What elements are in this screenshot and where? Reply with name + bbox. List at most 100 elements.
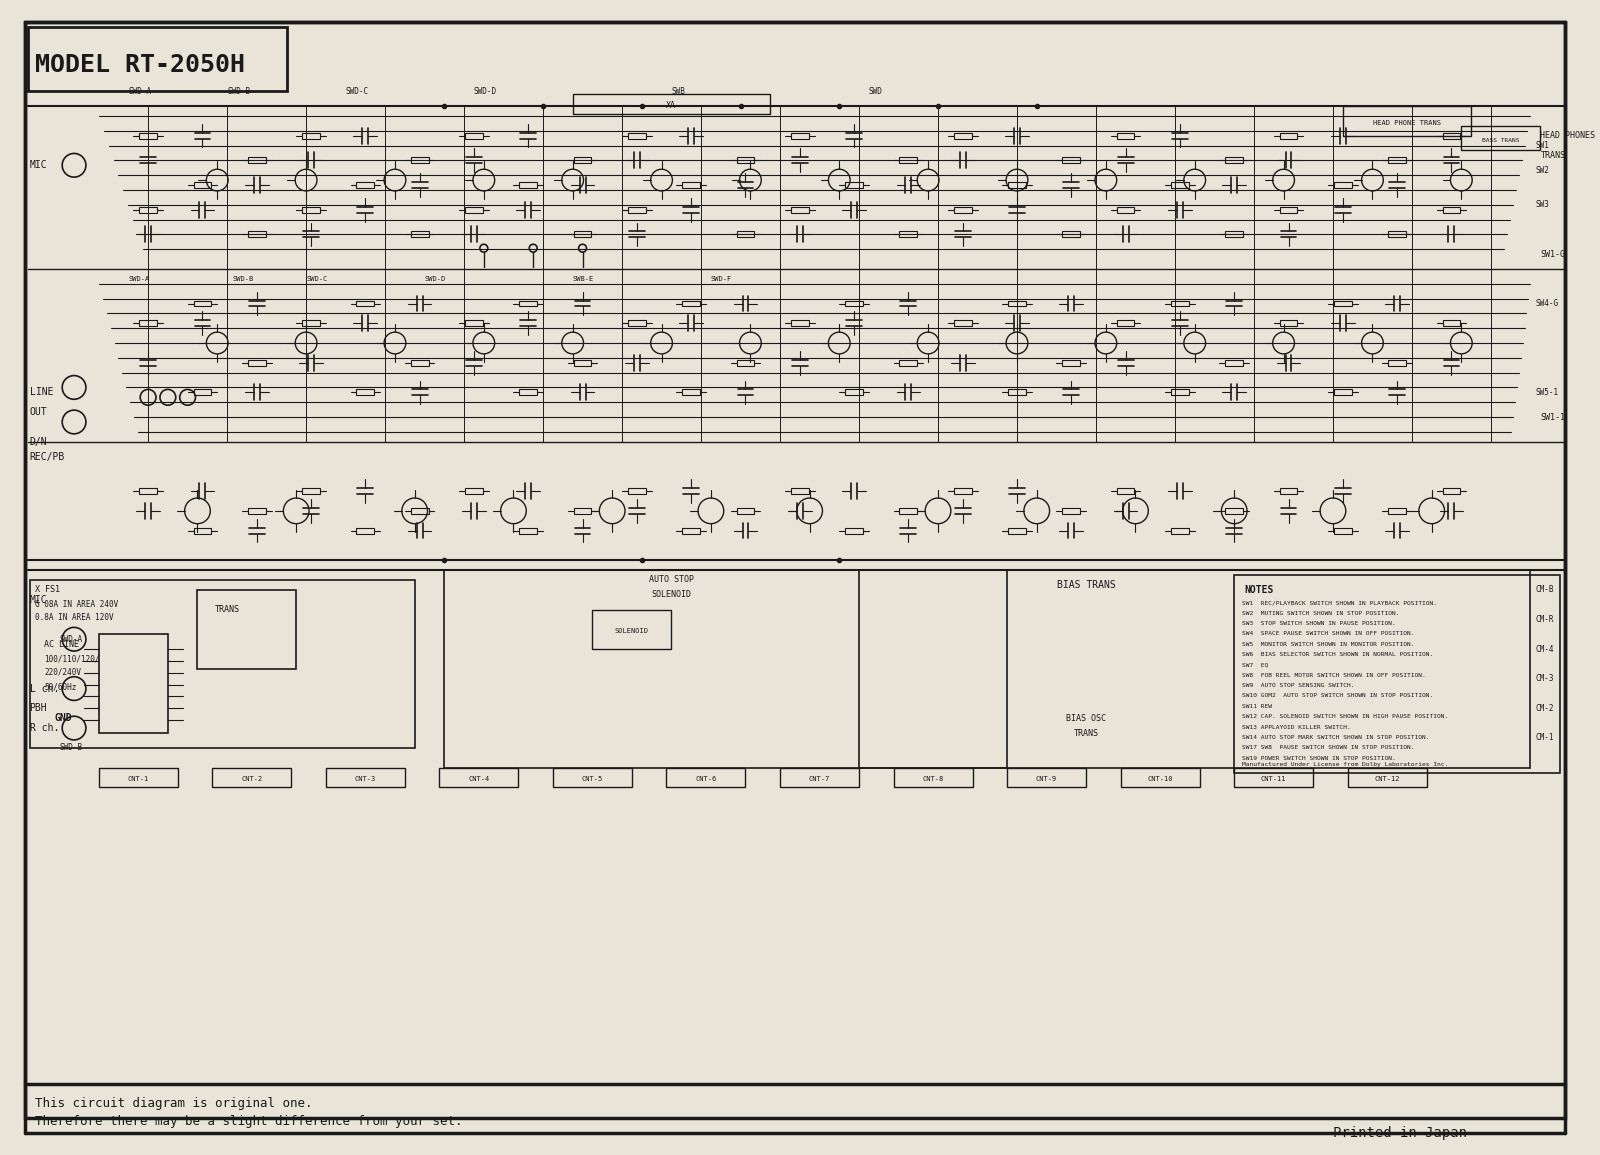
Text: SW3  STOP SWITCH SHOWN IN PAUSE POSITION.: SW3 STOP SWITCH SHOWN IN PAUSE POSITION. bbox=[1242, 621, 1395, 626]
Bar bbox=[954, 489, 971, 494]
Bar bbox=[466, 133, 483, 139]
Bar bbox=[1226, 360, 1243, 366]
Bar bbox=[99, 634, 168, 733]
Bar bbox=[248, 231, 266, 237]
Bar bbox=[627, 207, 646, 213]
Bar bbox=[248, 508, 266, 514]
Text: SWB-E: SWB-E bbox=[573, 276, 594, 282]
Bar bbox=[627, 489, 646, 494]
Bar bbox=[1008, 389, 1026, 395]
Bar bbox=[1117, 320, 1134, 326]
Text: CM-4: CM-4 bbox=[1536, 644, 1554, 654]
Bar bbox=[790, 489, 808, 494]
Text: SW14 AUTO STOP MARK SWITCH SHOWN IN STOP POSITION.: SW14 AUTO STOP MARK SWITCH SHOWN IN STOP… bbox=[1242, 735, 1430, 740]
Bar bbox=[194, 300, 211, 306]
Text: SW1: SW1 bbox=[1536, 141, 1549, 150]
Text: NOTES: NOTES bbox=[1245, 584, 1274, 595]
Bar bbox=[736, 231, 754, 237]
Text: HEAD PHONES: HEAD PHONES bbox=[1541, 132, 1595, 140]
Bar bbox=[781, 768, 859, 788]
Bar bbox=[1443, 133, 1461, 139]
Bar bbox=[574, 508, 592, 514]
Bar bbox=[411, 231, 429, 237]
Bar bbox=[1334, 182, 1352, 188]
Bar bbox=[1461, 126, 1541, 150]
Bar bbox=[248, 157, 266, 163]
Bar bbox=[1117, 133, 1134, 139]
Bar bbox=[1062, 508, 1080, 514]
Text: CNT-10: CNT-10 bbox=[1147, 776, 1173, 782]
Text: SWB: SWB bbox=[672, 87, 685, 96]
Text: SW6  BIAS SELECTOR SWITCH SHOWN IN NORMAL POSITION.: SW6 BIAS SELECTOR SWITCH SHOWN IN NORMAL… bbox=[1242, 653, 1434, 657]
Bar bbox=[466, 320, 483, 326]
Bar bbox=[682, 389, 701, 395]
Bar bbox=[1226, 508, 1243, 514]
Bar bbox=[1334, 300, 1352, 306]
Text: CM-B: CM-B bbox=[1536, 586, 1554, 595]
Bar bbox=[411, 508, 429, 514]
Bar bbox=[440, 768, 518, 788]
Text: BASS TRANS: BASS TRANS bbox=[1482, 139, 1520, 143]
Bar bbox=[667, 768, 746, 788]
Text: L ch.: L ch. bbox=[30, 684, 59, 694]
Text: MIC: MIC bbox=[30, 595, 48, 605]
Bar bbox=[1389, 508, 1406, 514]
Text: SW5  MONITOR SWITCH SHOWN IN MONITOR POSITION.: SW5 MONITOR SWITCH SHOWN IN MONITOR POSI… bbox=[1242, 642, 1414, 647]
Text: SW3: SW3 bbox=[1536, 200, 1549, 209]
Bar bbox=[302, 207, 320, 213]
Text: SWD-D: SWD-D bbox=[424, 276, 446, 282]
Text: This circuit diagram is original one.: This circuit diagram is original one. bbox=[35, 1097, 312, 1110]
Bar bbox=[357, 528, 374, 534]
Bar bbox=[445, 571, 1006, 768]
Bar bbox=[574, 157, 592, 163]
Text: SW2: SW2 bbox=[1536, 165, 1549, 174]
Text: 220/240V: 220/240V bbox=[45, 668, 82, 677]
Text: R ch.: R ch. bbox=[30, 723, 59, 733]
Bar bbox=[194, 528, 211, 534]
Text: CNT-1: CNT-1 bbox=[128, 776, 149, 782]
Bar bbox=[1342, 106, 1470, 135]
Text: SW19 POWER SWITCH SHOWN IN STOP POSITION.: SW19 POWER SWITCH SHOWN IN STOP POSITION… bbox=[1242, 755, 1395, 761]
Text: SW4  SPACE PAUSE SWITCH SHOWN IN OFF POSITION.: SW4 SPACE PAUSE SWITCH SHOWN IN OFF POSI… bbox=[1242, 632, 1414, 636]
Bar bbox=[357, 389, 374, 395]
Bar bbox=[1234, 575, 1560, 773]
Text: CM-2: CM-2 bbox=[1536, 703, 1554, 713]
Text: REC/PB: REC/PB bbox=[30, 452, 66, 462]
Bar bbox=[411, 157, 429, 163]
Bar bbox=[248, 360, 266, 366]
Bar bbox=[357, 300, 374, 306]
Bar bbox=[194, 182, 211, 188]
Text: X FS1: X FS1 bbox=[35, 586, 59, 595]
Text: Printed in Japan: Printed in Japan bbox=[1333, 1126, 1467, 1140]
Text: SW13 APPLAYOID KILLER SWITCH.: SW13 APPLAYOID KILLER SWITCH. bbox=[1242, 724, 1350, 730]
Bar bbox=[139, 207, 157, 213]
Text: SWD-B: SWD-B bbox=[227, 87, 250, 96]
Bar bbox=[859, 571, 1531, 768]
Bar bbox=[682, 300, 701, 306]
Bar bbox=[520, 300, 538, 306]
Text: SW9  AUTO STOP SENSING SWITCH.: SW9 AUTO STOP SENSING SWITCH. bbox=[1242, 683, 1355, 688]
Bar bbox=[1226, 231, 1243, 237]
Text: 50/60Hz: 50/60Hz bbox=[45, 683, 77, 691]
Text: SWD-B: SWD-B bbox=[59, 744, 82, 752]
Bar bbox=[899, 360, 917, 366]
Bar bbox=[1347, 768, 1427, 788]
Bar bbox=[790, 320, 808, 326]
Text: SW1-1: SW1-1 bbox=[1541, 412, 1565, 422]
Bar bbox=[30, 580, 414, 747]
Bar bbox=[893, 768, 973, 788]
Bar bbox=[357, 182, 374, 188]
Bar bbox=[845, 182, 862, 188]
Text: SWD-A: SWD-A bbox=[128, 87, 152, 96]
Bar bbox=[573, 95, 770, 114]
Text: CNT-7: CNT-7 bbox=[810, 776, 830, 782]
Bar bbox=[1234, 768, 1314, 788]
Bar bbox=[197, 590, 296, 669]
Bar bbox=[899, 508, 917, 514]
Bar bbox=[790, 133, 808, 139]
Text: CM-1: CM-1 bbox=[1536, 733, 1554, 743]
Text: SW2  MUTING SWITCH SHOWN IN STOP POSITION.: SW2 MUTING SWITCH SHOWN IN STOP POSITION… bbox=[1242, 611, 1400, 616]
Bar bbox=[736, 360, 754, 366]
Text: 0.8A IN AREA 120V: 0.8A IN AREA 120V bbox=[35, 613, 114, 623]
Bar bbox=[1280, 320, 1298, 326]
